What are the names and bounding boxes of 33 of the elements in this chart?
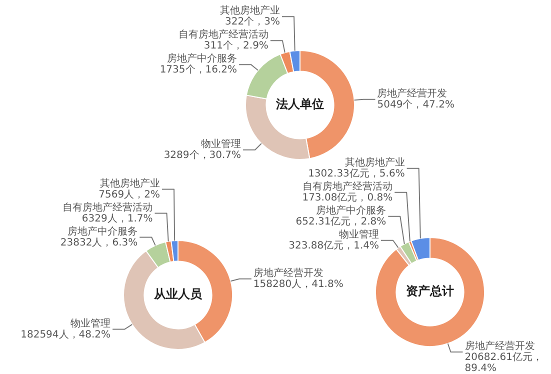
data-label: 652.31亿元，2.8% [296,216,386,228]
slice-label: 物业管理 [201,138,242,150]
slice-label: 物业管理 [70,317,111,330]
data-label: 5049个，47.2% [377,98,454,110]
data-label: 20682.61亿元，89.4% [464,352,542,374]
slice-label: 房地产经营开发 [464,340,535,352]
data-label: 173.08亿元，0.8% [302,192,393,204]
slice-label: 自有房地产经营活动 [178,28,268,41]
data-label: 1735个，16.2% [160,64,238,76]
slice-label: 房地产中介服务 [68,225,138,238]
data-label: 311个，2.9% [204,40,268,52]
data-label: 6329人，1.7% [82,213,153,224]
slice-label: 其他房地产业 [220,4,280,17]
text: 法人单位 [275,97,324,112]
text: 从业人员 [153,287,203,302]
data-label: 322个，3% [225,16,280,28]
slice-label: 物业管理 [339,228,380,240]
slice-label: 房地产经营开发 [253,266,324,279]
data-label: 7569人，2% [98,189,160,200]
text: 资产总计 [406,284,454,298]
slice-label: 房地产经营开发 [377,87,448,100]
slice-label: 房地产中介服务 [167,52,238,65]
slice-label: 房地产中介服务 [316,204,386,216]
data-label: 1302.33亿元，5.6% [308,168,405,180]
data-label: 182594人，48.2% [20,329,111,340]
data-label: 3289个，30.7% [164,148,242,161]
slice-label: 其他房地产业 [344,156,405,168]
data-label: 23832人，6.3% [60,237,138,248]
slice-label: 其他房地产业 [100,177,160,190]
data-label: 158280人，41.8% [253,278,344,290]
slice-label: 自有房地产经营活动 [302,180,393,192]
slice-label: 自有房地产经营活动 [62,201,153,214]
data-label: 323.88亿元，1.4% [288,240,380,252]
